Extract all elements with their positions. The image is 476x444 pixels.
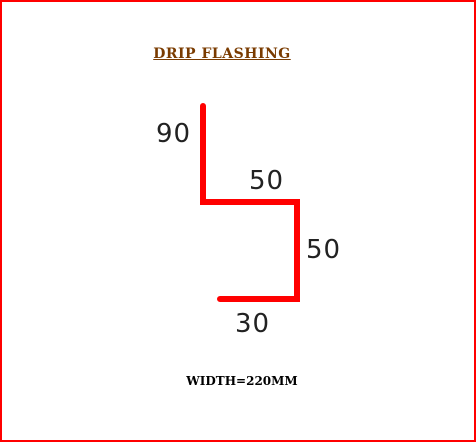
dimension-label-30: 30 (235, 309, 271, 339)
flashing-profile-line (200, 103, 300, 302)
dimension-label-50-vertical: 50 (306, 235, 342, 265)
dimension-label-50-horizontal: 50 (249, 166, 285, 196)
width-note: WIDTH=220MM (186, 374, 298, 388)
dimension-label-90: 90 (156, 119, 192, 149)
drawing-title: DRIP FLASHING (153, 46, 291, 62)
